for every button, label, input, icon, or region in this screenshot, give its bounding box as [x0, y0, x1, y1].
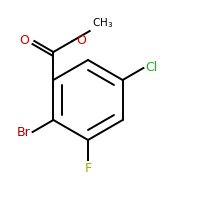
- Text: F: F: [84, 162, 92, 175]
- Text: O: O: [76, 33, 86, 46]
- Text: Br: Br: [17, 126, 31, 138]
- Text: CH$_3$: CH$_3$: [92, 16, 113, 30]
- Text: O: O: [19, 33, 29, 46]
- Text: Cl: Cl: [145, 61, 158, 74]
